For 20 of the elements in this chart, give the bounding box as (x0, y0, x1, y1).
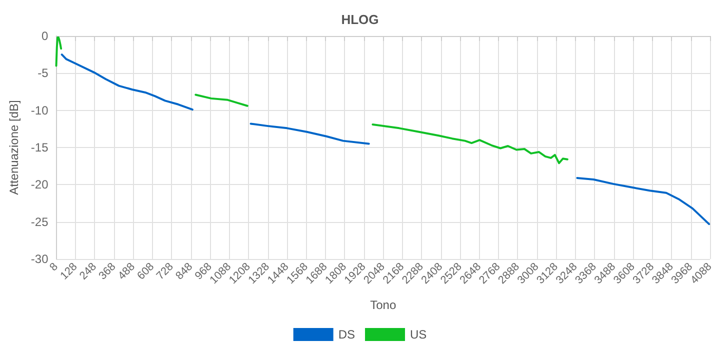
x-tick-label: 368 (96, 260, 118, 282)
x-tick-label: 728 (154, 260, 176, 282)
y-tick-label: -25 (30, 214, 49, 229)
x-tick-label: 8 (48, 260, 60, 274)
y-tick-label: -30 (30, 252, 49, 266)
y-tick-label: -15 (30, 140, 49, 154)
y-tick-label: -10 (30, 103, 49, 118)
y-tick-label: -5 (38, 66, 49, 80)
y-tick-label: 0 (42, 29, 49, 43)
y-tick-label: -20 (30, 178, 49, 192)
x-axis-title: Tono (370, 298, 396, 312)
x-tick-label: 128 (58, 260, 80, 282)
chart-title: HLOG (341, 12, 379, 27)
y-axis-title: Attenuazione [dB] (7, 100, 21, 195)
legend-label: US (410, 328, 427, 342)
x-tick-label: 248 (77, 260, 99, 282)
x-tick-label: 848 (174, 260, 196, 282)
x-tick-label: 488 (116, 260, 138, 282)
x-tick-label: 608 (135, 260, 157, 282)
legend-label: DS (338, 328, 355, 342)
